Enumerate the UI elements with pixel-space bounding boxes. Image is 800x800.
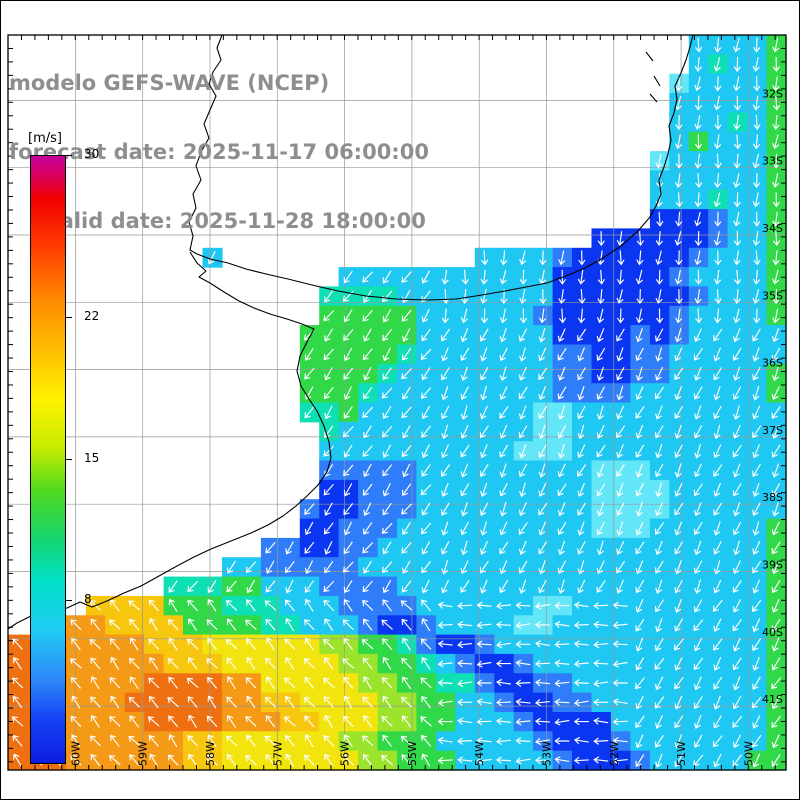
colorbar-tick-mark <box>66 155 72 156</box>
lat-label: 40S <box>762 626 783 639</box>
lat-label: 38S <box>762 491 783 504</box>
lat-label: 35S <box>762 289 783 302</box>
lon-label: 51W <box>675 741 688 766</box>
lat-label: 39S <box>762 559 783 572</box>
header: modelo GEFS-WAVE (NCEP) forecast date: 2… <box>9 26 429 256</box>
lat-label: 41S <box>762 693 783 706</box>
colorbar-tick-label: 22 <box>84 308 100 323</box>
lon-label: 56W <box>339 741 352 766</box>
colorbar-tick-label: 8 <box>84 592 92 607</box>
lon-label: 54W <box>473 741 486 766</box>
forecast-date: forecast date: 2025-11-17 06:00:00 <box>9 140 429 164</box>
coastline <box>7 34 694 630</box>
colorbar-tick-label: 15 <box>84 450 100 465</box>
lat-label: 37S <box>762 424 783 437</box>
lon-label: 50W <box>742 741 755 766</box>
lon-label: 58W <box>204 741 217 766</box>
lon-label: 55W <box>406 741 419 766</box>
colorbar-tick-mark <box>66 458 72 460</box>
lon-label: 53W <box>541 741 554 766</box>
colorbar-unit-label: [m/s] <box>28 131 62 146</box>
colorbar-gradient <box>30 155 66 764</box>
wind-direction-arrows <box>11 37 782 768</box>
lat-label: 32S <box>762 87 783 100</box>
valid-date: valid date: 2025-11-28 18:00:00 <box>46 209 426 233</box>
colorbar-tick-mark <box>66 316 72 318</box>
lon-label: 52W <box>608 741 621 766</box>
lon-label: 60W <box>69 741 82 766</box>
colorbar-tick-label: 30 <box>84 147 100 161</box>
axis-ticks-and-labels: 60W 59W 58W 57W 56W 55W 54W 53W 52W 51W 50W 32S 33S 3… <box>7 34 787 771</box>
lat-label: 33S <box>762 155 783 168</box>
lat-label: 34S <box>762 222 783 235</box>
lon-label: 57W <box>271 741 284 766</box>
gridlines <box>8 35 786 770</box>
lon-label: 59W <box>137 741 150 766</box>
colorbar-tick-mark <box>66 600 72 602</box>
lat-label: 36S <box>762 357 783 370</box>
model-title: modelo GEFS-WAVE (NCEP) <box>9 71 330 95</box>
